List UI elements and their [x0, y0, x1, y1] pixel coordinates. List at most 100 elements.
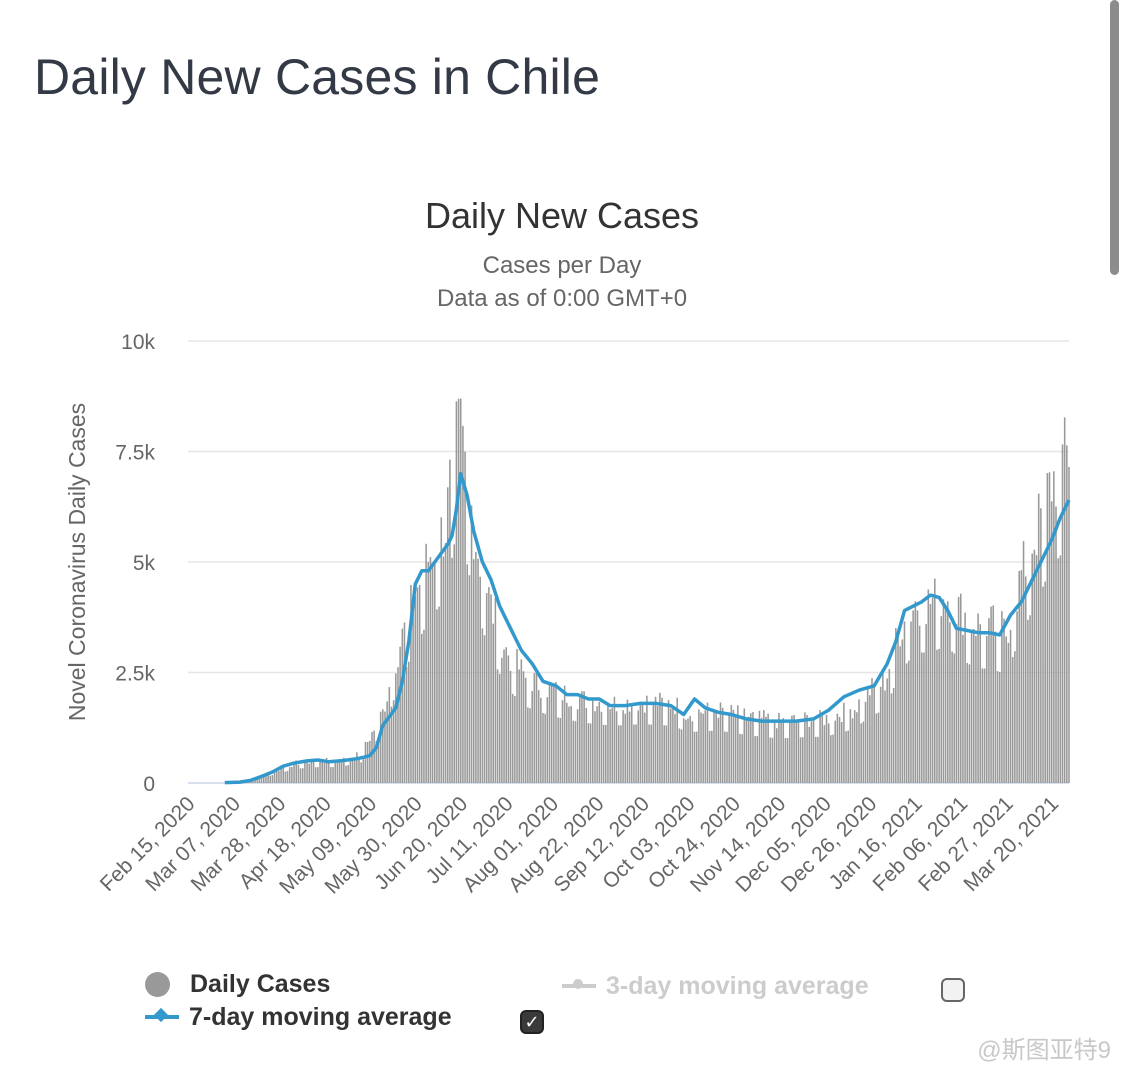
daily-case-bar — [483, 635, 486, 783]
daily-case-bar — [579, 697, 581, 783]
daily-case-bar — [314, 767, 317, 783]
daily-case-bar — [511, 693, 514, 783]
daily-case-bar — [1027, 619, 1029, 783]
daily-case-bar — [667, 700, 670, 783]
legend-daily-cases[interactable]: Daily Cases — [145, 969, 330, 999]
daily-case-bar — [719, 702, 722, 783]
daily-case-bar — [626, 699, 629, 783]
daily-case-bar — [332, 767, 334, 783]
daily-case-bar — [659, 692, 661, 783]
daily-case-bar — [901, 639, 904, 783]
daily-case-bar — [845, 731, 847, 783]
daily-case-bar — [853, 710, 856, 783]
daily-case-bar — [542, 712, 544, 783]
daily-case-bar — [360, 762, 362, 783]
daily-case-bar — [252, 779, 254, 783]
daily-case-bar — [284, 771, 287, 783]
legend-3-day-label: 3-day moving average — [606, 971, 869, 1000]
daily-case-bar — [275, 769, 278, 783]
chart-title: Daily New Cases — [425, 195, 699, 236]
daily-case-bar — [405, 666, 408, 783]
daily-case-bar — [256, 779, 259, 783]
legend-3-day-average[interactable]: 3-day moving average — [562, 971, 869, 1001]
daily-case-bar — [724, 731, 726, 783]
daily-case-bar — [408, 661, 410, 783]
daily-case-bar — [607, 706, 609, 783]
daily-case-bar — [908, 660, 910, 783]
daily-case-bar — [293, 761, 295, 783]
daily-case-bar — [555, 681, 557, 783]
three-day-checkbox[interactable] — [941, 978, 965, 1002]
daily-case-bar — [646, 695, 648, 783]
daily-case-bar — [1009, 629, 1012, 783]
daily-case-bar — [715, 711, 717, 783]
y-tick-label: 5k — [133, 552, 156, 575]
y-tick-label: 0 — [143, 773, 155, 796]
daily-case-bar — [366, 742, 369, 783]
daily-case-bar — [377, 738, 380, 783]
line-marker-icon — [145, 1008, 179, 1023]
daily-case-bar — [801, 737, 804, 783]
y-tick-labels: 0 2.5k 5k 7.5k 10k — [115, 331, 155, 796]
daily-case-bar — [433, 563, 436, 783]
daily-case-bar — [680, 729, 683, 783]
daily-case-bar — [494, 597, 497, 783]
daily-case-bar — [364, 741, 367, 783]
daily-case-bar — [708, 730, 711, 783]
daily-case-bar — [501, 657, 503, 783]
daily-case-bar — [356, 752, 358, 783]
daily-case-bar — [347, 765, 349, 783]
watermark: @斯图亚特9 — [977, 1037, 1111, 1064]
daily-case-bar — [773, 721, 776, 783]
daily-case-bar — [338, 761, 341, 783]
daily-case-bar — [706, 702, 709, 783]
daily-case-bar — [589, 723, 592, 783]
chart-subtitle: Cases per Day — [483, 252, 642, 279]
daily-case-bar — [470, 505, 473, 783]
daily-case-bar — [959, 593, 962, 783]
daily-case-bar — [628, 711, 631, 783]
daily-case-bar — [990, 606, 992, 783]
daily-case-bar — [836, 713, 839, 783]
daily-case-bar — [451, 557, 453, 783]
daily-case-bar — [721, 707, 724, 783]
daily-case-bar — [763, 710, 765, 783]
daily-case-bar — [780, 720, 782, 783]
daily-case-bar — [1005, 636, 1008, 783]
daily-case-bar — [617, 725, 620, 783]
legend-7-day-average[interactable]: 7-day moving average — [145, 1002, 452, 1032]
daily-case-bar — [951, 651, 953, 783]
daily-case-bar — [656, 705, 659, 783]
daily-case-bar — [340, 762, 343, 783]
daily-case-bar — [992, 605, 995, 783]
daily-case-bar — [782, 718, 785, 783]
daily-case-bar — [812, 719, 815, 783]
daily-case-bar — [327, 761, 330, 783]
daily-case-bar — [397, 667, 399, 783]
daily-case-bar — [412, 609, 414, 783]
daily-case-bar — [643, 712, 646, 783]
daily-case-bar — [938, 648, 940, 783]
page-title: Daily New Cases in Chile — [34, 49, 601, 105]
seven-day-checkbox[interactable]: ✓ — [520, 1010, 544, 1034]
moving-average-line — [224, 471, 1071, 785]
daily-case-bar — [475, 551, 477, 783]
daily-case-bar — [304, 762, 306, 783]
daily-case-bar — [395, 673, 397, 783]
daily-case-bar — [877, 712, 880, 783]
chart: Daily New Cases Cases per Day Data as of… — [64, 195, 1071, 899]
daily-case-bar — [1037, 493, 1040, 783]
daily-case-bar — [648, 724, 650, 783]
line-marker-icon — [562, 979, 596, 990]
scrollbar[interactable] — [1110, 0, 1119, 275]
daily-case-bar — [464, 451, 466, 783]
daily-case-bar — [652, 703, 655, 783]
daily-case-bar — [825, 714, 828, 783]
daily-case-bar — [972, 628, 975, 783]
daily-case-bar — [1003, 618, 1005, 783]
daily-case-bar — [795, 719, 798, 783]
daily-case-bar — [916, 610, 919, 783]
daily-case-bar — [514, 696, 516, 783]
daily-case-bar — [892, 687, 895, 783]
daily-case-bar — [821, 716, 824, 783]
